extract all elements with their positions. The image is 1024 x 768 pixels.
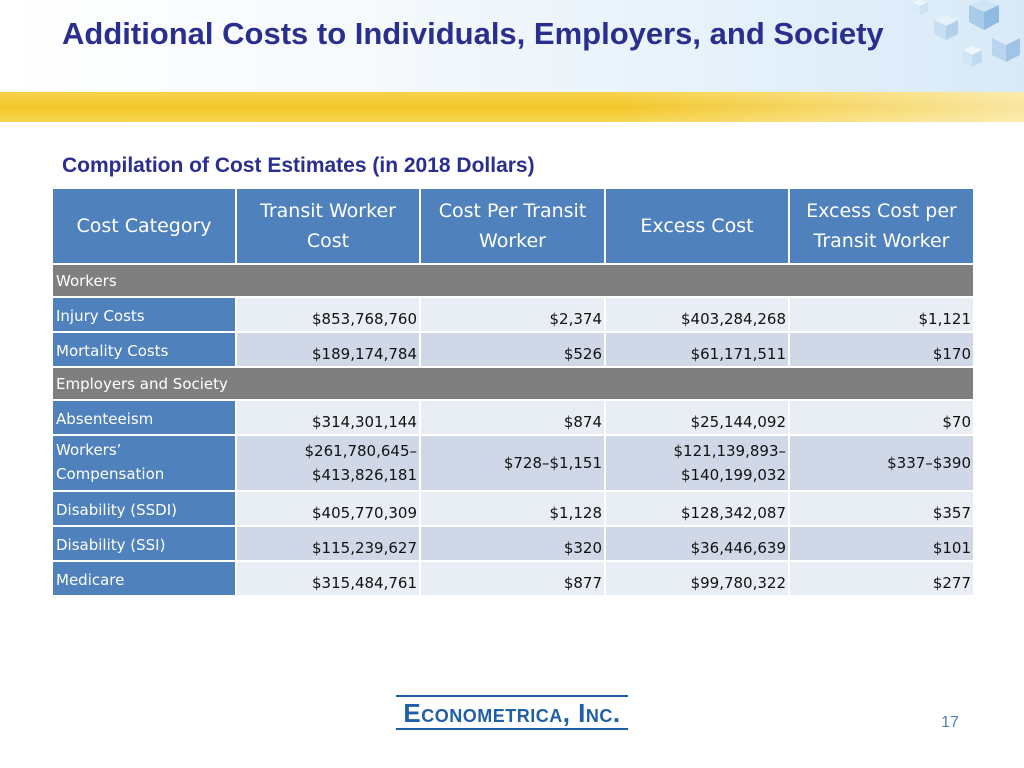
gold-accent-bar (0, 92, 1024, 122)
cell-cost-per-transit-worker: $874 (419, 399, 606, 436)
page-number: 17 (941, 714, 959, 731)
table-header-row: Cost Category Transit Worker Cost Cost P… (51, 187, 975, 265)
header-cost-category: Cost Category (51, 187, 237, 265)
cell-transit-worker-cost: $853,768,760 (235, 296, 421, 333)
table-row: Disability (SSI) $115,239,627 $320 $36,4… (51, 525, 975, 562)
cell-transit-worker-cost: $314,301,144 (235, 399, 421, 436)
cell-cost-per-transit-worker: $877 (419, 560, 606, 597)
row-category: Medicare (51, 560, 237, 597)
section-row-workers: Workers (51, 263, 975, 298)
cell-excess-cost: $99,780,322 (604, 560, 790, 597)
econometrica-logo: Econometrica, Inc. (396, 695, 628, 731)
cell-excess-cost-per-worker: $277 (788, 560, 975, 597)
cell-excess-cost-per-worker: $1,121 (788, 296, 975, 333)
table-row: Injury Costs $853,768,760 $2,374 $403,28… (51, 296, 975, 333)
cost-estimates-table: Cost Category Transit Worker Cost Cost P… (51, 187, 975, 597)
cell-transit-worker-cost: $315,484,761 (235, 560, 421, 597)
cell-excess-cost: $403,284,268 (604, 296, 790, 333)
cell-transit-worker-cost: $405,770,309 (235, 490, 421, 527)
cell-excess-cost-per-worker: $337–$390 (788, 434, 975, 492)
cell-excess-cost: $121,139,893–$140,199,032 (604, 434, 790, 492)
row-category: Absenteeism (51, 399, 237, 436)
logo-text: Econometrica, Inc. (403, 698, 621, 728)
slide-title: Additional Costs to Individuals, Employe… (62, 16, 884, 51)
cell-transit-worker-cost: $189,174,784 (235, 331, 421, 368)
cell-transit-worker-cost: $261,780,645–$413,826,181 (235, 434, 421, 492)
cell-cost-per-transit-worker: $2,374 (419, 296, 606, 333)
table-row: Workers’ Compensation $261,780,645–$413,… (51, 434, 975, 492)
header-band (0, 0, 1024, 95)
cell-excess-cost-per-worker: $357 (788, 490, 975, 527)
decorative-cubes-graphic (912, 0, 1020, 67)
header-cost-per-transit-worker: Cost Per Transit Worker (419, 187, 606, 265)
row-category: Disability (SSDI) (51, 490, 237, 527)
section-label: Workers (51, 263, 975, 298)
row-category: Workers’ Compensation (51, 434, 237, 492)
section-label: Employers and Society (51, 366, 975, 401)
table-row: Medicare $315,484,761 $877 $99,780,322 $… (51, 560, 975, 597)
cell-excess-cost-per-worker: $101 (788, 525, 975, 562)
cell-cost-per-transit-worker: $728–$1,151 (419, 434, 606, 492)
cell-excess-cost: $61,171,511 (604, 331, 790, 368)
cell-cost-per-transit-worker: $1,128 (419, 490, 606, 527)
logo-bottom-rule (396, 728, 628, 730)
cell-cost-per-transit-worker: $526 (419, 331, 606, 368)
section-row-employers-and-society: Employers and Society (51, 366, 975, 401)
cell-excess-cost-per-worker: $70 (788, 399, 975, 436)
row-category: Disability (SSI) (51, 525, 237, 562)
cell-cost-per-transit-worker: $320 (419, 525, 606, 562)
table-row: Disability (SSDI) $405,770,309 $1,128 $1… (51, 490, 975, 527)
header-excess-cost: Excess Cost (604, 187, 790, 265)
logo-top-rule (396, 695, 628, 697)
header-transit-worker-cost: Transit Worker Cost (235, 187, 421, 265)
table-row: Mortality Costs $189,174,784 $526 $61,17… (51, 331, 975, 368)
header-excess-cost-per-transit-worker: Excess Cost per Transit Worker (788, 187, 975, 265)
cell-excess-cost-per-worker: $170 (788, 331, 975, 368)
table-subtitle: Compilation of Cost Estimates (in 2018 D… (62, 154, 535, 177)
table-row: Absenteeism $314,301,144 $874 $25,144,09… (51, 399, 975, 436)
cell-transit-worker-cost: $115,239,627 (235, 525, 421, 562)
cell-excess-cost: $36,446,639 (604, 525, 790, 562)
cell-excess-cost: $25,144,092 (604, 399, 790, 436)
row-category: Mortality Costs (51, 331, 237, 368)
row-category: Injury Costs (51, 296, 237, 333)
cell-excess-cost: $128,342,087 (604, 490, 790, 527)
